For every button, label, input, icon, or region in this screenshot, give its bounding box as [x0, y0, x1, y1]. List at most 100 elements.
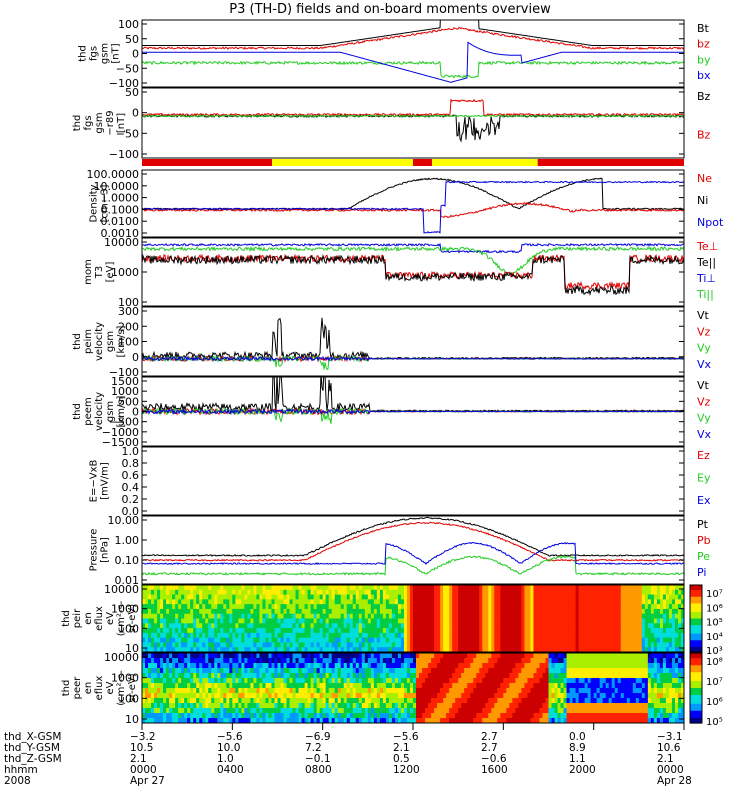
spectrogram-cell [166, 599, 170, 605]
spectrogram-cell [364, 628, 369, 634]
spectrogram-cell [190, 653, 194, 659]
spectrogram-cell [214, 718, 218, 723]
spectrogram-cell [292, 608, 297, 615]
spectrogram-cell [452, 693, 456, 699]
y-tick-label: 0.8 [122, 457, 140, 470]
spectrogram-cell [425, 594, 429, 600]
spectrogram-cell [403, 608, 408, 615]
spectrogram-cell [151, 618, 155, 624]
spectrogram-cell [482, 637, 486, 644]
spectrogram-cell [482, 608, 486, 615]
spectrogram-cell [325, 608, 330, 615]
spectrogram-cell [488, 673, 492, 679]
spectrogram-cell [434, 628, 438, 634]
spectrogram-cell [479, 663, 483, 669]
spectrogram-cell [470, 663, 474, 669]
spectrogram-cell [367, 647, 372, 652]
spectrogram-cell [349, 688, 354, 694]
spectrogram-cell [485, 608, 489, 615]
spectrogram-cell [349, 718, 354, 723]
spectrogram-cell [184, 673, 188, 679]
spectrogram-cell [319, 698, 324, 704]
spectrogram-cell [310, 718, 315, 723]
spectrogram-cell [181, 594, 185, 600]
spectrogram-cell [527, 693, 532, 699]
spectrogram-cell [431, 623, 435, 629]
spectrogram-cell [169, 618, 173, 624]
spectrogram-cell [452, 618, 456, 624]
spectrogram-cell [391, 713, 396, 719]
spectrogram-cell [680, 628, 684, 634]
spectrogram-cell [286, 647, 291, 652]
spectrogram-cell [262, 673, 267, 679]
spectrogram-cell [322, 594, 327, 600]
spectrogram-cell [298, 594, 303, 600]
spectrogram-cell [581, 594, 586, 600]
spectrogram-cell [382, 688, 387, 694]
spectrogram-cell [578, 647, 583, 652]
spectrogram-cell [145, 713, 149, 719]
spectrogram-cell [367, 658, 372, 664]
spectrogram-cell [413, 658, 417, 664]
spectrogram-cell [434, 678, 438, 684]
spectrogram-cell [199, 637, 203, 644]
legend-entry: Pb [697, 534, 711, 547]
spectrogram-cell [331, 663, 336, 669]
spectrogram-cell [148, 585, 152, 591]
spectrogram-cell [482, 589, 486, 596]
spectrogram-cell [385, 599, 390, 605]
spectrogram-cell [355, 623, 360, 629]
spectrogram-cell [458, 663, 462, 669]
spectrogram-cell [301, 628, 306, 634]
spectrogram-cell [196, 688, 200, 694]
spectrogram-cell [581, 713, 586, 719]
spectrogram-cell [340, 688, 345, 694]
spectrogram-cell [560, 585, 565, 591]
spectrogram-cell [473, 642, 477, 648]
spectrogram-cell [340, 703, 345, 709]
spectrogram-cell [154, 698, 158, 704]
spectrogram-cell [409, 703, 414, 709]
spectrogram-cell [473, 663, 477, 669]
spectrogram-cell [437, 693, 441, 699]
spectrogram-cell [593, 632, 598, 639]
spectrogram-cell [322, 613, 327, 620]
spectrogram-cell [157, 604, 161, 610]
spectrogram-cell [590, 632, 595, 639]
spectrogram-cell [629, 647, 634, 652]
spectrogram-cell [205, 632, 209, 639]
spectrogram-cell [449, 653, 453, 659]
spectrogram-cell [533, 703, 538, 709]
spectrogram-cell [268, 604, 273, 610]
spectrogram-cell [542, 653, 547, 659]
spectrogram-cell [446, 658, 450, 664]
spectrogram-cell [569, 608, 574, 615]
spectrogram-cell [467, 608, 471, 615]
spectrogram-cell [431, 678, 435, 684]
spectrogram-cell [193, 698, 197, 704]
spectrogram-cell [677, 628, 682, 634]
spectrogram-cell [548, 647, 553, 652]
spectrogram-cell [656, 613, 661, 620]
spectrogram-cell [488, 668, 492, 674]
spectrogram-cell [310, 668, 315, 674]
spectrogram-cell [464, 647, 468, 652]
spectrogram-cell [596, 623, 601, 629]
spectrogram-cell [184, 658, 188, 664]
spectrogram-cell [461, 673, 465, 679]
spectrogram-cell [400, 703, 405, 709]
spectrogram-cell [229, 618, 233, 624]
spectrogram-cell [575, 663, 580, 669]
spectrogram-cell [446, 668, 450, 674]
spectrogram-cell [509, 642, 513, 648]
spectrogram-cell [145, 613, 149, 620]
spectrogram-cell [476, 585, 480, 591]
spectrogram-cell [440, 653, 444, 659]
spectrogram-cell [494, 663, 498, 669]
spectrogram-cell [232, 688, 236, 694]
spectrogram-cell [413, 599, 417, 605]
spectrogram-cell [608, 594, 613, 600]
spectrogram-cell [211, 678, 215, 684]
spectrogram-cell [184, 613, 188, 620]
spectrogram-cell [160, 618, 164, 624]
